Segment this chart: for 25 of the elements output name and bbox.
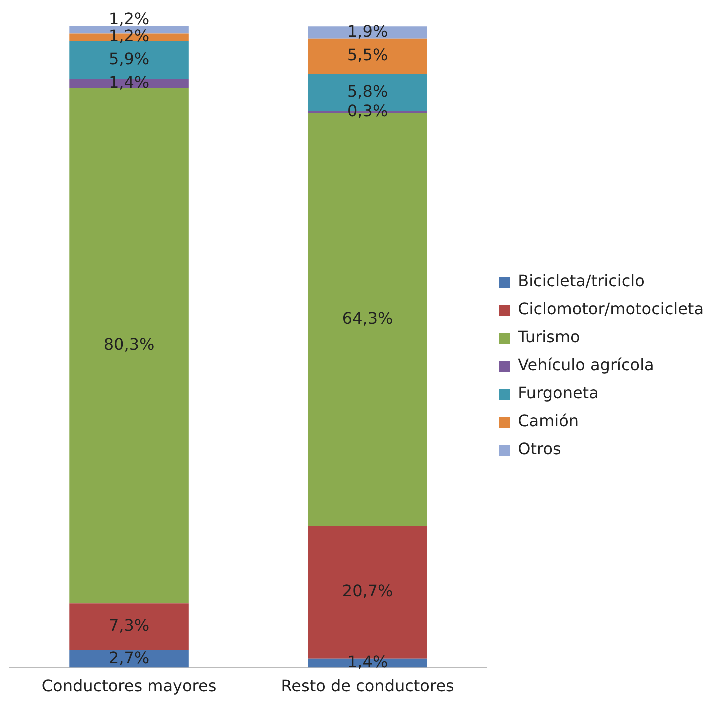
data-label: 1,9% [348, 22, 388, 41]
legend-label: Vehículo agrícola [518, 356, 654, 375]
legend-label: Camión [518, 412, 580, 431]
bar [308, 26, 428, 39]
x-tick-label: Resto de conductores [281, 676, 454, 696]
legend-label: Otros [518, 440, 562, 459]
legend-label: Bicicleta/triciclo [518, 272, 645, 291]
data-label: 1,2% [108, 10, 150, 29]
data-label: 2,7% [108, 648, 150, 668]
legend-label: Turismo [517, 328, 580, 347]
data-label: 5,8% [348, 82, 388, 101]
bar [70, 604, 189, 650]
data-label: 20,7% [342, 582, 394, 601]
bar [70, 88, 189, 604]
data-label: 7,3% [108, 616, 150, 636]
legend-label: Furgoneta [518, 384, 599, 403]
legend-label: Ciclomotor/motocicleta [518, 300, 704, 319]
data-label: 64,3% [342, 308, 394, 328]
data-label: 5,5% [348, 46, 388, 65]
bar [308, 38, 428, 74]
data-label: 80,3% [104, 335, 155, 354]
bar [70, 650, 189, 668]
data-label: 5,9% [108, 49, 150, 68]
data-label: 1,4% [108, 72, 150, 92]
x-tick-label: Conductores mayores [42, 676, 217, 696]
